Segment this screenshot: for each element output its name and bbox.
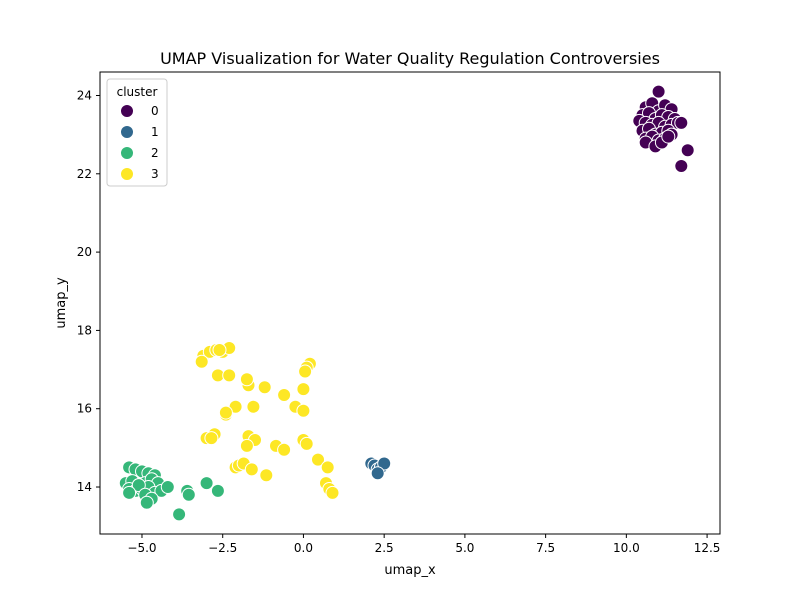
x-axis: −5.0 −2.5 0.0 2.5 5.0 7.5 10.0 12.5 (127, 534, 720, 555)
data-point (277, 442, 292, 457)
plot-frame (99, 71, 721, 535)
legend-label: 0 (151, 104, 159, 118)
data-point (172, 507, 187, 522)
legend-label: 3 (151, 167, 159, 181)
data-point (311, 452, 325, 467)
x-axis-label: umap_x (384, 563, 436, 578)
x-tick-label: 5.0 (455, 541, 474, 555)
data-point (259, 468, 274, 483)
chart-title: UMAP Visualization for Water Quality Reg… (160, 49, 660, 68)
data-point (122, 485, 137, 500)
legend-items: 0 1 2 3 (120, 104, 159, 181)
data-point (299, 436, 314, 451)
data-point (296, 403, 311, 418)
data-point (370, 466, 385, 481)
x-tick-label: 10.0 (613, 541, 640, 555)
data-point (661, 129, 676, 144)
legend-box (106, 78, 168, 187)
data-point (239, 438, 254, 453)
data-point (320, 460, 335, 475)
y-tick-label: 24 (77, 88, 92, 102)
points-layer (118, 84, 695, 522)
data-point (239, 372, 254, 387)
series-1 (364, 456, 392, 481)
x-tick-label: 7.5 (536, 541, 555, 555)
y-tick-label: 16 (77, 402, 92, 416)
data-point (298, 364, 313, 379)
y-tick-label: 20 (77, 245, 92, 259)
legend-item-0: 0 (120, 104, 159, 118)
series-3 (194, 341, 340, 500)
legend-item-2: 2 (120, 146, 159, 160)
legend-marker (120, 104, 134, 118)
legend-marker (120, 125, 134, 139)
data-point (246, 399, 261, 414)
legend-label: 1 (151, 125, 159, 139)
data-point (651, 84, 666, 99)
data-point (210, 483, 225, 498)
x-tick-label: 12.5 (694, 541, 721, 555)
x-tick-label: 0.0 (294, 541, 313, 555)
legend: cluster 0 1 2 3 (106, 78, 168, 187)
y-tick-label: 22 (77, 167, 92, 181)
x-tick-label: 2.5 (375, 541, 394, 555)
legend-marker (120, 167, 134, 181)
data-point (222, 368, 237, 383)
legend-label: 2 (151, 146, 159, 160)
data-point (277, 388, 292, 402)
data-point (131, 478, 146, 493)
data-point (325, 485, 340, 500)
data-point (194, 354, 209, 369)
y-tick-label: 14 (77, 480, 92, 494)
data-point (212, 343, 227, 357)
data-point (674, 159, 689, 173)
data-point (674, 115, 689, 130)
data-point (160, 480, 175, 494)
y-axis-label: umap_y (54, 277, 69, 329)
data-point (296, 382, 311, 397)
data-point (181, 487, 196, 502)
y-axis: 14 16 18 20 22 24 (77, 88, 100, 494)
legend-item-3: 3 (120, 167, 159, 181)
x-tick-label: −2.5 (208, 541, 237, 555)
legend-item-1: 1 (120, 125, 159, 139)
data-point (680, 143, 695, 158)
legend-marker (120, 146, 134, 160)
data-point (244, 462, 259, 477)
data-point (139, 495, 154, 510)
legend-title: cluster (117, 85, 158, 99)
y-tick-label: 18 (77, 323, 92, 337)
data-point (257, 380, 272, 395)
data-point (204, 431, 219, 446)
data-point (377, 456, 392, 471)
data-point (218, 405, 233, 420)
series-2 (118, 460, 225, 522)
x-tick-label: −5.0 (127, 541, 156, 555)
series-0 (632, 84, 695, 173)
data-point (199, 476, 214, 491)
